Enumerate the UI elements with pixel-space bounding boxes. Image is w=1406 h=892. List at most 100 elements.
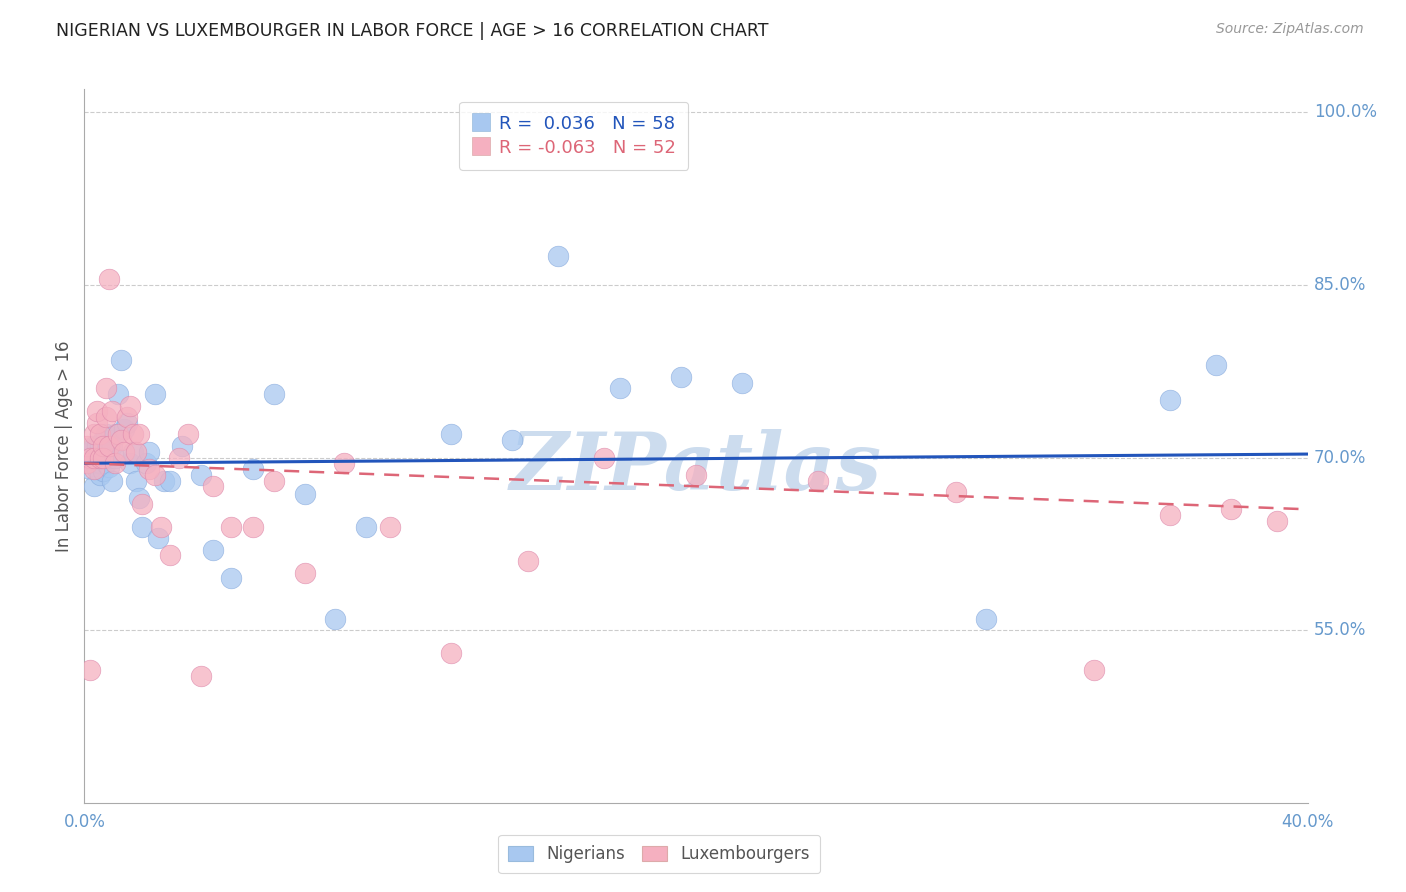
Point: [1159, 392, 1181, 407]
Point: [86, 450, 108, 465]
Point: [219, 519, 242, 533]
Point: [91, 439, 114, 453]
Point: [440, 646, 463, 660]
Point: [79, 450, 101, 465]
Point: [201, 542, 224, 557]
Point: [502, 434, 524, 448]
Text: NIGERIAN VS LUXEMBOURGER IN LABOR FORCE | AGE > 16 CORRELATION CHART: NIGERIAN VS LUXEMBOURGER IN LABOR FORCE …: [56, 22, 769, 40]
Point: [101, 474, 124, 488]
Point: [128, 427, 150, 442]
Point: [101, 439, 124, 453]
Point: [104, 427, 127, 442]
Text: 85.0%: 85.0%: [1313, 276, 1367, 293]
Point: [115, 416, 138, 430]
Point: [143, 467, 166, 482]
Point: [101, 404, 124, 418]
Point: [976, 612, 998, 626]
Point: [333, 456, 356, 470]
Point: [440, 427, 463, 442]
Point: [112, 422, 135, 436]
Point: [138, 462, 160, 476]
Point: [86, 462, 108, 476]
Text: 55.0%: 55.0%: [1313, 621, 1367, 640]
Point: [86, 439, 108, 453]
Point: [323, 612, 346, 626]
Point: [380, 519, 402, 533]
Point: [83, 479, 105, 493]
Point: [120, 456, 142, 470]
Point: [122, 427, 145, 442]
Point: [76, 439, 98, 453]
Point: [83, 427, 105, 442]
Point: [122, 444, 145, 458]
Point: [669, 370, 692, 384]
Point: [294, 566, 316, 580]
Point: [86, 404, 108, 418]
Point: [146, 531, 169, 545]
Point: [79, 664, 101, 678]
Point: [945, 485, 967, 500]
Point: [190, 467, 212, 482]
Point: [219, 571, 242, 585]
Point: [83, 456, 105, 470]
Point: [201, 479, 224, 493]
Point: [125, 444, 148, 458]
Point: [79, 444, 101, 458]
Point: [91, 434, 114, 448]
Point: [83, 462, 105, 476]
Point: [190, 669, 212, 683]
Point: [731, 376, 754, 390]
Point: [120, 399, 142, 413]
Point: [159, 474, 181, 488]
Point: [97, 450, 120, 465]
Point: [153, 474, 176, 488]
Point: [91, 450, 114, 465]
Point: [167, 450, 190, 465]
Point: [86, 416, 108, 430]
Point: [143, 387, 166, 401]
Point: [172, 439, 194, 453]
Point: [104, 450, 127, 465]
Point: [110, 434, 132, 448]
Point: [115, 410, 138, 425]
Point: [159, 549, 181, 563]
Point: [593, 450, 616, 465]
Point: [609, 381, 631, 395]
Point: [807, 474, 830, 488]
Point: [263, 387, 285, 401]
Point: [112, 444, 135, 458]
Point: [138, 444, 160, 458]
Point: [91, 464, 114, 478]
Point: [110, 352, 132, 367]
Y-axis label: In Labor Force | Age > 16: In Labor Force | Age > 16: [55, 340, 73, 552]
Point: [89, 439, 111, 453]
Point: [125, 474, 148, 488]
Point: [83, 450, 105, 465]
Point: [131, 497, 153, 511]
Point: [1220, 502, 1243, 516]
Point: [131, 519, 153, 533]
Point: [89, 467, 111, 482]
Point: [1205, 359, 1227, 373]
Text: ZIPatlas: ZIPatlas: [510, 429, 882, 506]
Point: [547, 249, 569, 263]
Point: [135, 456, 157, 470]
Point: [107, 427, 129, 442]
Point: [1159, 508, 1181, 522]
Point: [89, 427, 111, 442]
Point: [97, 439, 120, 453]
Point: [516, 554, 538, 568]
Point: [128, 491, 150, 505]
Point: [263, 474, 285, 488]
Point: [294, 487, 316, 501]
Text: Source: ZipAtlas.com: Source: ZipAtlas.com: [1216, 22, 1364, 37]
Point: [97, 434, 120, 448]
Point: [94, 410, 117, 425]
Point: [1265, 514, 1288, 528]
Point: [94, 381, 117, 395]
Point: [76, 456, 98, 470]
Point: [79, 450, 101, 465]
Point: [76, 456, 98, 470]
Point: [107, 387, 129, 401]
Point: [177, 427, 200, 442]
